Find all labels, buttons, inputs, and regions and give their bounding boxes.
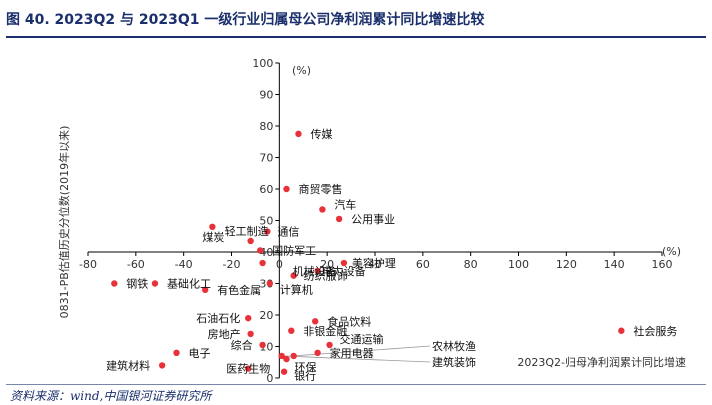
point-label: 社会服务 — [633, 324, 677, 338]
point-label: 农林牧渔 — [432, 339, 476, 353]
point-label: 家用电器 — [330, 346, 374, 360]
data-point — [314, 349, 321, 356]
point-label: 电子 — [188, 347, 210, 360]
data-point — [266, 280, 273, 287]
data-point — [111, 280, 118, 287]
point-label: 国防军工 — [272, 243, 316, 257]
point-label: 传媒 — [310, 128, 332, 141]
data-point — [312, 318, 319, 325]
data-point — [158, 362, 166, 369]
data-point — [288, 327, 295, 334]
figure-title: 图 40. 2023Q2 与 2023Q1 一级行业归属母公司净利润累计同比增速… — [6, 12, 485, 28]
x-tick-label: 100 — [508, 258, 529, 271]
point-label: 通信 — [277, 226, 299, 239]
data-point — [295, 130, 302, 138]
data-point — [259, 259, 266, 267]
x-unit-label: (%) — [662, 245, 681, 258]
point-label: 医药生物 — [226, 362, 270, 376]
point-label: 轻工制造 — [225, 224, 269, 238]
point-label: 电力设备 — [322, 264, 366, 278]
point-label: 房地产 — [208, 327, 241, 341]
x-tick-label: -80 — [79, 258, 97, 271]
point-label: 环保 — [295, 360, 317, 374]
y-axis-title: 0831-PB估值历史分位数(2019年以来) — [57, 126, 71, 319]
point-label: 综合 — [231, 338, 253, 352]
source-note: 资料来源：wind,中国银河证券研究所 — [10, 389, 212, 403]
point-label: 建筑装饰 — [432, 355, 476, 369]
data-point — [290, 272, 297, 279]
data-point — [245, 365, 252, 372]
x-tick-label: 140 — [604, 258, 625, 271]
data-point — [257, 247, 264, 254]
x-tick-label: 60 — [416, 258, 430, 271]
data-point — [247, 330, 254, 338]
point-label: 钢铁 — [126, 278, 148, 291]
point-label: 有色金属 — [217, 283, 261, 297]
point-label: 石油石化 — [196, 311, 240, 325]
footer-rule — [6, 384, 706, 385]
data-point — [283, 355, 290, 363]
x-tick-label: -40 — [175, 258, 193, 271]
point-label: 银行 — [294, 369, 316, 383]
point-label: 机械设备 — [293, 264, 337, 278]
x-tick-label: -60 — [127, 258, 145, 271]
data-point — [618, 327, 625, 334]
x-tick-label: -20 — [223, 258, 241, 271]
x-tick-label: 20 — [320, 258, 334, 271]
point-label: 非银金融 — [303, 324, 347, 338]
point-label: 食品饮料 — [327, 314, 371, 328]
y-tick-label: 90 — [259, 89, 273, 102]
data-point — [151, 280, 159, 287]
point-label: 建筑材料 — [106, 358, 150, 372]
data-point — [319, 206, 326, 213]
y-tick-label: 100 — [252, 57, 273, 70]
x-tick-label: 0 — [276, 258, 283, 271]
point-label: 商贸零售 — [299, 182, 343, 196]
data-point — [278, 352, 285, 360]
y-tick-label: 0 — [266, 372, 273, 385]
data-point — [326, 341, 333, 349]
y-tick-label: 70 — [259, 152, 273, 165]
y-unit-label: (%) — [292, 64, 311, 77]
y-tick-label: 60 — [259, 183, 273, 196]
point-label: 汽车 — [334, 197, 356, 211]
data-point — [209, 223, 216, 230]
data-point — [314, 267, 321, 275]
leader-line — [281, 355, 431, 363]
data-point — [290, 352, 297, 360]
point-label: 基础化工 — [167, 277, 211, 291]
data-point — [259, 341, 266, 349]
x-tick-label: 80 — [464, 258, 478, 271]
point-label: 煤炭 — [202, 231, 224, 244]
data-point — [335, 215, 343, 223]
x-tick-label: 160 — [652, 258, 673, 271]
y-tick-label: 20 — [259, 309, 273, 322]
data-point — [247, 237, 254, 245]
point-label: 美容护理 — [352, 256, 396, 270]
data-point — [173, 349, 180, 356]
y-tick-label: 80 — [259, 120, 273, 133]
data-point — [280, 368, 288, 375]
point-label: 计算机 — [280, 283, 313, 297]
x-tick-label: 40 — [368, 258, 382, 271]
data-point — [264, 228, 271, 235]
point-label: 纺织服饰 — [304, 269, 348, 283]
x-axis-title: 2023Q2-归母净利润累计同比增速 — [517, 355, 686, 369]
data-point — [201, 286, 209, 293]
point-label: 公用事业 — [351, 213, 395, 226]
title-rule — [6, 36, 706, 38]
data-point — [340, 259, 348, 267]
data-point — [245, 314, 252, 322]
x-tick-label: 120 — [556, 258, 577, 271]
y-tick-label: 50 — [259, 215, 273, 228]
data-point — [283, 185, 290, 193]
point-label: 交通运输 — [340, 332, 384, 346]
